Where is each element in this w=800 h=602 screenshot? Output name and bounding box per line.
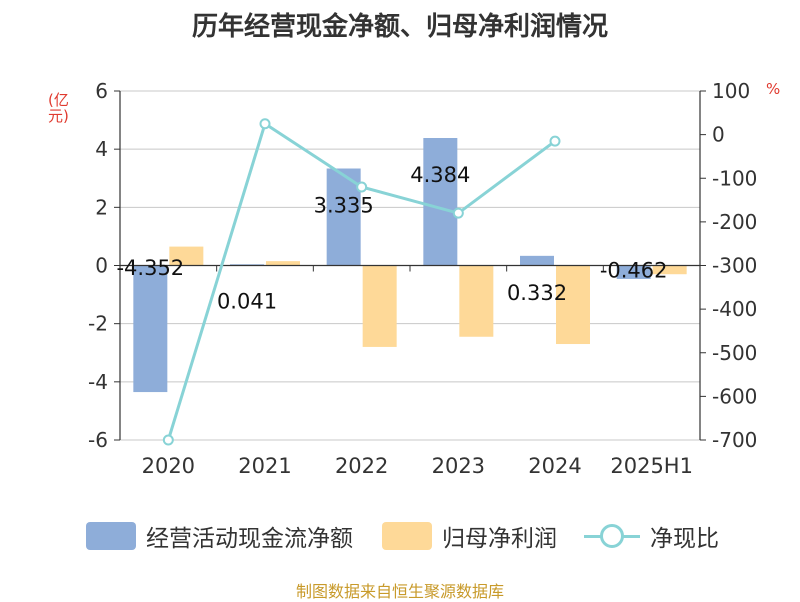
data-label-cash-2025H1: -0.462 <box>600 259 668 283</box>
y-left-tick-label: -4 <box>88 370 108 394</box>
legend-label-cash: 经营活动现金流净额 <box>146 526 353 552</box>
legend-swatch-cash <box>86 522 136 550</box>
y-right-tick-label: -100 <box>712 166 757 190</box>
bar-cash-2022 <box>326 168 361 266</box>
y-right-tick-label: -200 <box>712 210 757 234</box>
bar-profit-2021 <box>266 261 300 266</box>
x-tick-label-2024: 2024 <box>528 454 581 478</box>
data-label-cash-2022: 3.335 <box>314 194 374 218</box>
bar-profit-2024 <box>556 265 590 345</box>
legend: 经营活动现金流净额 归母净利润 净现比 <box>0 514 800 558</box>
bar-profit-2023 <box>459 265 494 337</box>
y-right-tick-label: -300 <box>712 254 757 278</box>
point-ratio-2023 <box>452 207 464 219</box>
bar-cash-2025H1 <box>616 265 651 279</box>
bar-profit-2022 <box>362 265 397 347</box>
y-left-tick-label: 6 <box>95 79 108 103</box>
source-note: 制图数据来自恒生聚源数据库 <box>295 582 504 601</box>
y-right-tick-label: 0 <box>712 123 725 147</box>
bar-cash-2020 <box>133 265 168 393</box>
x-tick-label-2021: 2021 <box>238 454 291 478</box>
y-left-tick-label: 2 <box>95 195 108 219</box>
y-right-tick-label: -700 <box>712 428 757 452</box>
legend-item-ratio[interactable]: 净现比 <box>584 520 719 552</box>
y-right-tick-label: 100 <box>712 79 750 103</box>
data-label-cash-2023: 4.384 <box>410 163 470 187</box>
legend-swatch-profit <box>382 522 432 550</box>
point-ratio-2021 <box>259 118 271 130</box>
y-right-tick-label: -600 <box>712 384 757 408</box>
bar-profit-2025H1 <box>652 265 687 275</box>
left-axis-unit: (亿元) <box>48 91 69 125</box>
point-ratio-2020 <box>162 434 174 446</box>
bar-cash-2024 <box>520 255 554 266</box>
y-right-tick-label: -500 <box>712 341 757 365</box>
right-axis-unit: % <box>766 80 781 98</box>
chart-title: 历年经营现金净额、归母净利润情况 <box>191 12 608 42</box>
y-left-tick-label: -6 <box>88 428 108 452</box>
legend-item-cash[interactable]: 经营活动现金流净额 <box>86 520 353 552</box>
legend-label-profit: 归母净利润 <box>442 526 557 552</box>
line-ratio <box>166 121 556 441</box>
x-tick-label-2022: 2022 <box>335 454 388 478</box>
x-tick-label-2025H1: 2025H1 <box>610 454 693 478</box>
legend-swatch-ratio <box>584 522 640 550</box>
legend-item-profit[interactable]: 归母净利润 <box>382 520 557 552</box>
data-label-cash-2020: -4.352 <box>116 256 184 280</box>
x-tick-label-2020: 2020 <box>142 454 195 478</box>
chart-plot: 6 4 2 0 -2 -4 -6 100 0 -100 -200 -300 -400 -500 -600 -7… <box>88 79 757 478</box>
data-label-cash-2021: 0.041 <box>217 289 277 313</box>
y-right-tick-label: -400 <box>712 297 757 321</box>
x-tick-label-2023: 2023 <box>432 454 485 478</box>
point-ratio-2024 <box>549 135 561 147</box>
y-left-tick-label: -2 <box>88 312 108 336</box>
data-label-cash-2024: 0.332 <box>507 281 567 305</box>
y-left-tick-label: 0 <box>95 254 108 278</box>
legend-label-ratio: 净现比 <box>650 526 719 552</box>
y-left-tick-label: 4 <box>95 137 108 161</box>
bar-profit-2020 <box>169 246 204 266</box>
point-ratio-2022 <box>356 181 368 193</box>
bar-cash-2023 <box>423 137 458 266</box>
